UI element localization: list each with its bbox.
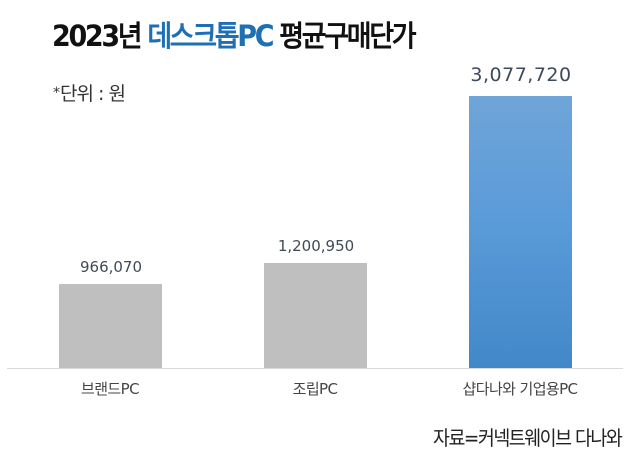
source-note: 자료=커넥트웨이브 다나와: [433, 426, 623, 450]
x-axis-line: [7, 368, 623, 369]
bar-assembled-pc: [264, 263, 367, 368]
bar-enterprise-pc: [469, 96, 572, 368]
bar-value-label-brand: 966,070: [79, 258, 143, 276]
category-label-enterprise: 샵다나와 기업용PC: [462, 380, 578, 398]
chart-title-accent: 데스크톱PC: [147, 19, 274, 53]
unit-text: 단위 : 원: [60, 83, 126, 105]
chart-title-suffix: 평균구매단가: [272, 19, 416, 53]
bar-value-label-enterprise: 3,077,720: [470, 64, 572, 86]
bar-brand-pc: [59, 284, 162, 368]
asterisk-icon: *: [53, 85, 60, 101]
category-label-assembled: 조립PC: [292, 380, 338, 398]
unit-note: *단위 : 원: [53, 79, 126, 106]
chart-title: 2023년 데스크톱PC 평균구매단가: [52, 19, 417, 53]
category-label-brand: 브랜드PC: [81, 380, 140, 398]
bar-value-label-assembled: 1,200,950: [277, 237, 355, 255]
chart-title-prefix: 2023년: [52, 19, 148, 53]
